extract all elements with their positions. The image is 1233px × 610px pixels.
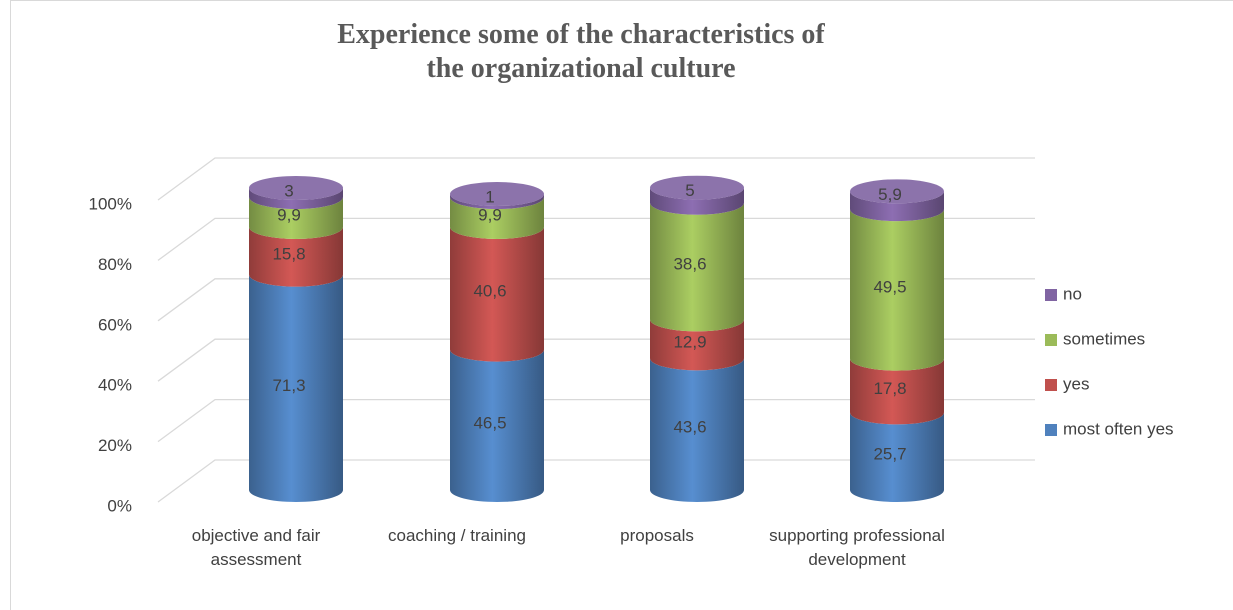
- y-tick-label: 40%: [98, 376, 132, 395]
- chart-title: Experience some of the characteristics o…: [337, 19, 825, 84]
- legend-swatch: [1045, 289, 1057, 301]
- cylinder-segment: [249, 197, 343, 239]
- legend-label: yes: [1063, 374, 1089, 393]
- data-label: 40,6: [473, 282, 506, 301]
- cylinder-segment: [249, 274, 343, 502]
- data-label: 5: [685, 181, 694, 200]
- data-label: 71,3: [272, 376, 305, 395]
- cylinder-segment: [450, 349, 544, 502]
- grid-line: [157, 278, 1035, 322]
- y-tick-label: 60%: [98, 315, 132, 334]
- legend-label: sometimes: [1063, 329, 1145, 348]
- grid-line: [157, 217, 1035, 261]
- data-label: 25,7: [873, 445, 906, 464]
- cylinder-segment: [249, 188, 343, 210]
- x-tick-label: coaching / training: [388, 526, 526, 545]
- cylinder-segment: [650, 319, 744, 371]
- chart-border: [10, 0, 1233, 610]
- cylinder-segment: [850, 191, 944, 222]
- cylinder-segment: [450, 226, 544, 362]
- x-tick-label: supporting professional development: [769, 526, 945, 569]
- cylinder-segment: [650, 202, 744, 332]
- legend-swatch: [1045, 334, 1057, 346]
- data-label: 1: [485, 188, 494, 207]
- data-label: 46,5: [473, 413, 506, 432]
- cylinder-segment: [450, 194, 544, 210]
- cylinder-segment: [650, 358, 744, 502]
- data-label: 17,8: [873, 379, 906, 398]
- data-label: 3: [284, 181, 293, 200]
- x-tick-label: proposals: [620, 526, 694, 545]
- cylinder-segment: [650, 187, 744, 215]
- cylinder-segment: [850, 358, 944, 425]
- data-label: 9,9: [277, 205, 301, 224]
- y-tick-label: 0%: [107, 496, 132, 515]
- data-label: 38,6: [673, 255, 706, 274]
- grid-line: [157, 398, 1035, 443]
- cylinder-top: [850, 179, 944, 204]
- grid-line: [157, 459, 1035, 503]
- cylinder-segment: [850, 209, 944, 371]
- cylinder-segment: [249, 226, 343, 287]
- legend-swatch: [1045, 379, 1057, 391]
- cylinder-top: [450, 182, 544, 207]
- grid-line: [157, 157, 1035, 201]
- cylinder-top: [650, 175, 744, 200]
- x-tick-label: objective and fair assessment: [191, 526, 321, 569]
- cylinder-segment: [850, 412, 944, 502]
- cylinder-top: [249, 176, 343, 200]
- legend-swatch: [1045, 424, 1057, 436]
- data-label: 12,9: [673, 332, 706, 351]
- y-tick-label: 80%: [98, 255, 132, 274]
- data-label: 43,6: [673, 418, 706, 437]
- y-tick-label: 20%: [98, 436, 132, 455]
- legend-label: no: [1063, 284, 1082, 303]
- data-label: 15,8: [272, 244, 305, 263]
- legend-label: most often yes: [1063, 419, 1174, 438]
- data-label: 49,5: [873, 277, 906, 296]
- grid-line: [157, 338, 1035, 382]
- data-label: 5,9: [878, 185, 902, 204]
- cylinder-segment: [450, 197, 544, 239]
- y-tick-label: 100%: [89, 194, 132, 213]
- data-label: 9,9: [478, 205, 502, 224]
